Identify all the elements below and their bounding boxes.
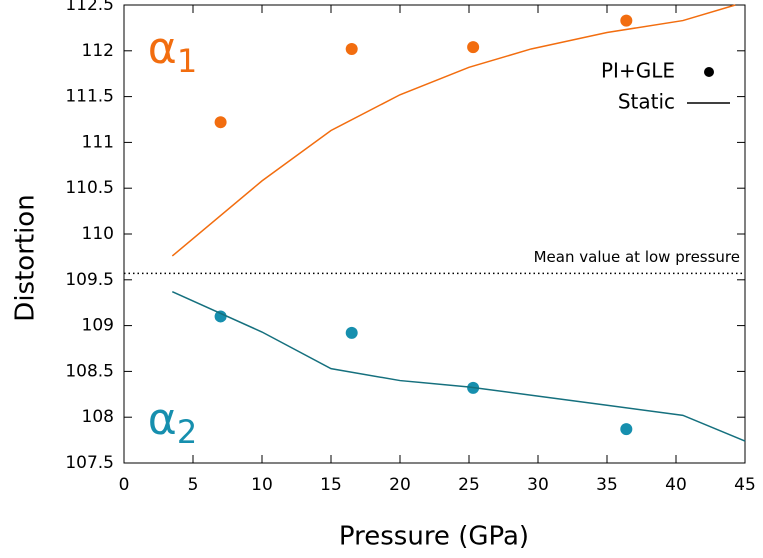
- x-tick-label: 40: [665, 475, 687, 495]
- y-tick-label: 110: [82, 224, 114, 244]
- annotation-subscript: 2: [177, 413, 197, 451]
- x-axis-label: Pressure (GPa): [339, 522, 529, 552]
- static-line: [171, 291, 746, 442]
- x-tick-label: 15: [320, 475, 342, 495]
- x-tick-label: 10: [251, 475, 273, 495]
- y-tick-label: 112: [82, 41, 114, 61]
- y-tick-label: 109.5: [65, 270, 114, 290]
- annotation: α1: [148, 23, 197, 80]
- x-tick-label: 35: [596, 475, 618, 495]
- annotation-symbol: α: [148, 394, 177, 445]
- data-point: [620, 423, 633, 436]
- x-tick-label: 20: [389, 475, 411, 495]
- legend-label: PI+GLE: [601, 59, 675, 83]
- x-tick-label: 0: [119, 475, 130, 495]
- data-point: [467, 41, 480, 54]
- x-tick-label: 30: [527, 475, 549, 495]
- legend-label: Static: [618, 90, 675, 114]
- data-point: [214, 116, 227, 129]
- mean-label: Mean value at low pressure: [534, 248, 740, 266]
- annotation-subscript: 1: [177, 42, 197, 80]
- y-tick-label: 112.5: [65, 0, 114, 15]
- x-tick-label: 5: [188, 475, 199, 495]
- x-tick-label: 45: [734, 475, 756, 495]
- x-tick-label: 25: [458, 475, 480, 495]
- data-point: [620, 14, 633, 27]
- annotation-symbol: α: [148, 23, 177, 74]
- data-point: [214, 310, 227, 323]
- y-axis-label: Distortion: [11, 194, 41, 321]
- annotation: α2: [148, 394, 197, 451]
- y-tick-label: 108: [82, 407, 114, 427]
- static-line: [171, 4, 736, 257]
- y-tick-label: 110.5: [65, 178, 114, 198]
- data-point: [345, 326, 358, 339]
- y-tick-label: 107.5: [65, 453, 114, 473]
- y-tick-label: 108.5: [65, 361, 114, 381]
- y-tick-label: 109: [82, 316, 114, 336]
- y-tick-label: 111: [82, 132, 114, 152]
- legend-marker: [704, 67, 714, 77]
- data-point: [345, 42, 358, 55]
- y-tick-label: 111.5: [65, 87, 114, 107]
